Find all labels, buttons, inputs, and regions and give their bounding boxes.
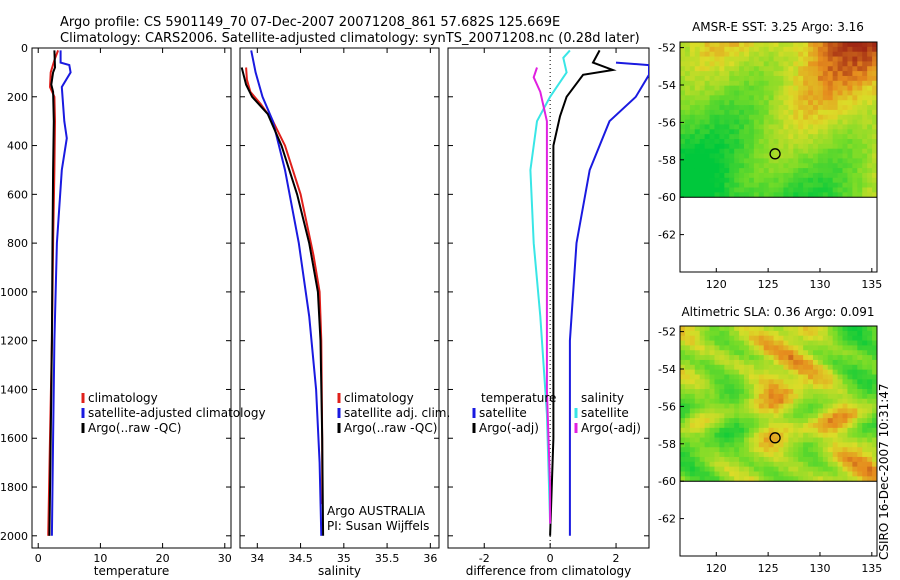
y-tick-label: 800	[7, 237, 28, 250]
x-tick-label: 120	[706, 562, 727, 575]
x-tick-label: 125	[758, 278, 779, 291]
x-tick-label: 35	[337, 552, 351, 565]
x-tick-label: 30	[218, 552, 232, 565]
sst-field	[680, 42, 878, 198]
y-tick-label: -54	[658, 79, 676, 92]
legend-label: satellite adj. clim.	[344, 406, 450, 420]
x-tick-label: 36	[423, 552, 437, 565]
legend-label: satellite-adjusted climatology	[88, 406, 266, 420]
y-tick-label: 1200	[0, 335, 28, 348]
series-line-red	[245, 67, 324, 505]
y-tick-label: -58	[658, 438, 676, 451]
x-tick-label: 0	[35, 552, 42, 565]
legend-label: climatology	[344, 391, 414, 405]
x-axis-label: salinity	[318, 564, 361, 578]
series-line-black	[48, 50, 57, 536]
figure-title-line2: Climatology: CARS2006. Satellite-adjuste…	[60, 31, 640, 46]
x-tick-label: 10	[93, 552, 107, 565]
y-tick-label: 1800	[0, 481, 28, 494]
x-tick-label: 125	[758, 562, 779, 575]
x-tick-label: 2	[613, 552, 620, 565]
sla-map-panel: Altimetric SLA: 0.36 Argo: 0.091 120 125 1…	[658, 305, 882, 575]
y-tick-label: -52	[658, 326, 676, 339]
y-tick-label: -60	[658, 191, 676, 204]
plot-frame	[447, 47, 650, 549]
x-tick-label: 34.5	[288, 552, 313, 565]
salinity-panel: 34 34.5 35 35.5 36 salinity climatologysatelli…	[239, 47, 450, 578]
legend-title-temperature: temperature	[481, 391, 556, 405]
y-tick-label: -62	[658, 513, 676, 526]
x-tick-label: 135	[861, 278, 882, 291]
x-tick-label: 130	[809, 278, 830, 291]
legend-label: satellite	[479, 406, 527, 420]
legend-label: Argo(-adj)	[479, 421, 539, 435]
series-line-magenta	[532, 67, 552, 524]
y-tick-label: 2000	[0, 530, 28, 543]
sla-field	[680, 326, 878, 482]
series-line-blue	[250, 50, 323, 536]
map-frame	[679, 325, 878, 557]
legend-label: climatology	[88, 391, 158, 405]
y-tick-label: 0	[21, 42, 28, 55]
y-tick-label: 1600	[0, 432, 28, 445]
x-tick-label: 35.5	[375, 552, 400, 565]
y-tick-label: 1000	[0, 286, 28, 299]
y-tick-label: -58	[658, 154, 676, 167]
figure-title-line1: Argo profile: CS 5901149_70 07-Dec-2007 …	[60, 15, 560, 30]
temperature-panel: 0 10 20 30 temperature 0 200 400 600 800 1000 1200 1…	[0, 42, 266, 578]
y-tick-label: 200	[7, 91, 28, 104]
y-tick-label: -54	[658, 363, 676, 376]
sst-map-title: AMSR-E SST: 3.25 Argo: 3.16	[692, 20, 864, 34]
legend-label: Argo(..raw -QC)	[344, 421, 437, 435]
y-tick-label: -56	[658, 400, 676, 413]
x-tick-label: 20	[156, 552, 170, 565]
argo-float-marker	[769, 432, 781, 444]
map-frame	[679, 41, 878, 273]
y-tick-label: 1400	[0, 383, 28, 396]
plot-frame	[31, 47, 232, 549]
x-tick-label: 120	[706, 278, 727, 291]
series-line-black	[549, 49, 617, 536]
x-tick-label: 0	[547, 552, 554, 565]
annotation-line1: Argo AUSTRALIA	[327, 504, 426, 518]
y-tick-label: -60	[658, 475, 676, 488]
y-tick-label: -56	[658, 116, 676, 129]
legend-label: Argo(-adj)	[581, 421, 641, 435]
legend-label: Argo(..raw -QC)	[88, 421, 181, 435]
series-line-blue	[50, 50, 72, 536]
credit-text: CSIRO 16-Dec-2007 10:31:47	[877, 383, 891, 560]
series-line-blue	[568, 61, 649, 536]
annotation-line2: PI: Susan Wijffels	[327, 519, 429, 533]
x-tick-label: 135	[861, 562, 882, 575]
series-line-black	[240, 67, 325, 536]
plot-frame	[239, 47, 440, 549]
legend-title-salinity: salinity	[581, 391, 624, 405]
legend-label: satellite	[581, 406, 629, 420]
x-tick-label: 34	[250, 552, 264, 565]
y-tick-label: 600	[7, 188, 28, 201]
y-tick-label: 400	[7, 140, 28, 153]
sla-map-title: Altimetric SLA: 0.36 Argo: 0.091	[681, 305, 874, 319]
x-axis-label: temperature	[94, 564, 169, 578]
sst-map-panel: AMSR-E SST: 3.25 Argo: 3.16 120 125 130 135…	[658, 20, 882, 291]
x-tick-label: 130	[809, 562, 830, 575]
x-axis-label: difference from climatology	[466, 564, 632, 578]
y-tick-label: -52	[658, 42, 676, 55]
series-line-cyan	[529, 49, 571, 524]
y-tick-label: -62	[658, 229, 676, 242]
argo-float-marker	[769, 148, 781, 160]
x-tick-label: -2	[479, 552, 490, 565]
